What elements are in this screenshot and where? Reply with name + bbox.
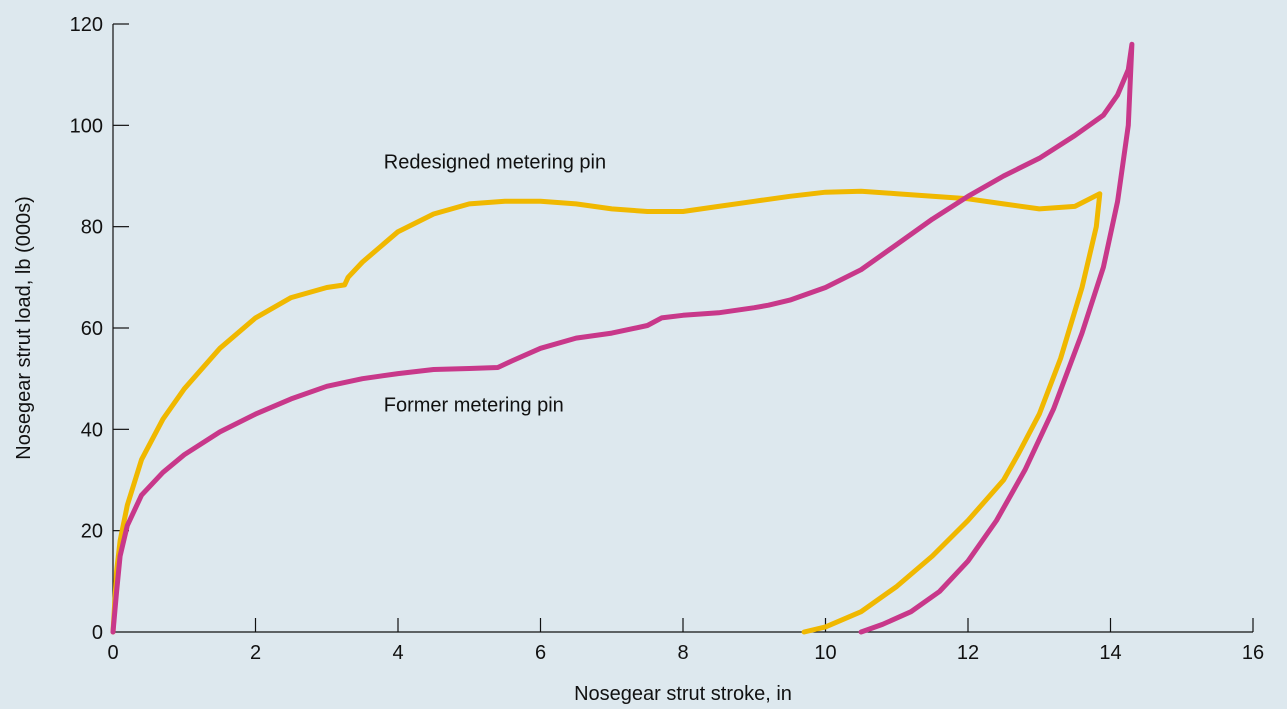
annotation-label: Former metering pin bbox=[384, 395, 564, 417]
y-tick-label: 100 bbox=[70, 115, 103, 137]
y-tick-label: 80 bbox=[81, 217, 103, 239]
y-ticks: 0 20 40 60 80 100 120 bbox=[70, 14, 129, 644]
series-line-former bbox=[110, 41, 1135, 635]
x-ticks: 0 2 4 6 8 10 12 14 16 bbox=[107, 618, 1264, 664]
annotations: Redesigned metering pin Former metering p… bbox=[384, 151, 606, 416]
annotation-label: Redesigned metering pin bbox=[384, 151, 606, 173]
x-tick-label: 14 bbox=[1099, 642, 1121, 664]
series-group bbox=[110, 41, 1135, 635]
x-axis-label: Nosegear strut stroke, in bbox=[574, 683, 792, 705]
y-axis-label: Nosegear strut load, lb (000s) bbox=[13, 196, 35, 459]
x-tick-label: 4 bbox=[392, 642, 403, 664]
y-tick-label: 120 bbox=[70, 14, 103, 36]
y-tick-label: 40 bbox=[81, 419, 103, 441]
y-tick-label: 60 bbox=[81, 318, 103, 340]
y-tick-label: 20 bbox=[81, 521, 103, 543]
x-tick-label: 12 bbox=[957, 642, 979, 664]
x-tick-label: 10 bbox=[814, 642, 836, 664]
x-tick-label: 16 bbox=[1242, 642, 1264, 664]
x-tick-label: 2 bbox=[250, 642, 261, 664]
series-line-redesigned bbox=[110, 188, 1103, 635]
x-tick-label: 0 bbox=[107, 642, 118, 664]
x-tick-label: 8 bbox=[677, 642, 688, 664]
y-tick-label: 0 bbox=[92, 622, 103, 644]
x-tick-label: 6 bbox=[535, 642, 546, 664]
